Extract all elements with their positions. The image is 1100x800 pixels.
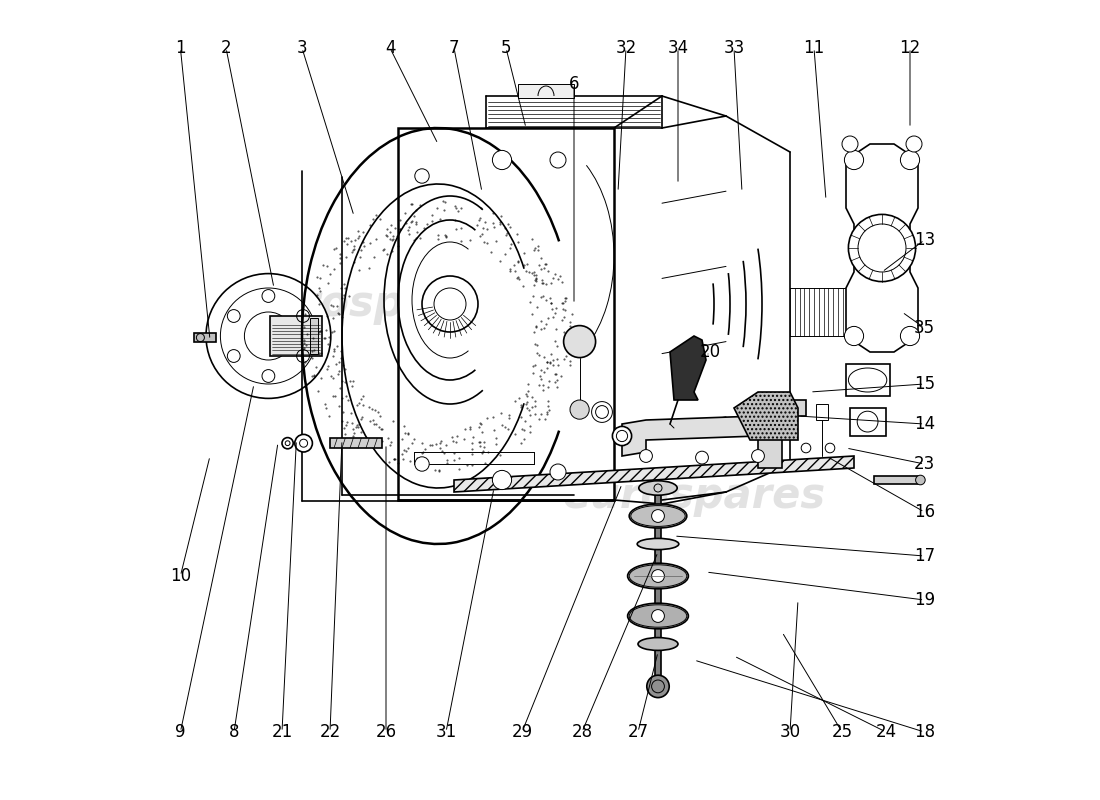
Text: 21: 21 bbox=[272, 723, 293, 741]
Bar bbox=[330, 438, 382, 448]
Circle shape bbox=[493, 470, 512, 490]
Circle shape bbox=[651, 510, 664, 522]
Text: 20: 20 bbox=[700, 343, 720, 361]
Circle shape bbox=[906, 136, 922, 152]
Circle shape bbox=[422, 276, 478, 332]
Bar bbox=[518, 84, 574, 98]
Text: 15: 15 bbox=[914, 375, 935, 393]
Polygon shape bbox=[670, 336, 706, 400]
Text: 14: 14 bbox=[914, 415, 935, 433]
Text: 29: 29 bbox=[512, 723, 532, 741]
Polygon shape bbox=[454, 456, 854, 492]
Circle shape bbox=[842, 136, 858, 152]
Text: 27: 27 bbox=[627, 723, 649, 741]
Circle shape bbox=[613, 426, 631, 446]
Polygon shape bbox=[846, 144, 918, 352]
Text: 30: 30 bbox=[780, 723, 801, 741]
Circle shape bbox=[651, 570, 664, 582]
Text: 6: 6 bbox=[569, 75, 580, 93]
Circle shape bbox=[493, 150, 512, 170]
Circle shape bbox=[901, 326, 920, 346]
Text: 25: 25 bbox=[832, 723, 852, 741]
Ellipse shape bbox=[629, 504, 686, 528]
Ellipse shape bbox=[628, 563, 689, 589]
Text: 28: 28 bbox=[571, 723, 593, 741]
Ellipse shape bbox=[630, 506, 685, 526]
Text: 33: 33 bbox=[724, 39, 745, 57]
Circle shape bbox=[639, 450, 652, 462]
Ellipse shape bbox=[638, 638, 678, 650]
Bar bbox=[270, 316, 322, 356]
Text: 11: 11 bbox=[803, 39, 825, 57]
Text: 10: 10 bbox=[169, 567, 191, 585]
Text: 23: 23 bbox=[914, 455, 935, 473]
Polygon shape bbox=[734, 392, 798, 440]
Circle shape bbox=[695, 451, 708, 464]
Text: eurospares: eurospares bbox=[242, 283, 506, 325]
Circle shape bbox=[845, 326, 864, 346]
Text: 5: 5 bbox=[500, 39, 512, 57]
Text: 34: 34 bbox=[668, 39, 689, 57]
Text: eurospares: eurospares bbox=[562, 475, 826, 517]
Ellipse shape bbox=[637, 538, 679, 550]
Bar bbox=[310, 318, 318, 354]
Text: 16: 16 bbox=[914, 503, 935, 521]
Text: 1: 1 bbox=[175, 39, 186, 57]
Ellipse shape bbox=[629, 605, 686, 627]
Circle shape bbox=[845, 150, 864, 170]
Circle shape bbox=[282, 438, 294, 449]
Text: 19: 19 bbox=[914, 591, 935, 609]
Circle shape bbox=[295, 434, 312, 452]
Circle shape bbox=[801, 443, 811, 453]
Circle shape bbox=[563, 326, 595, 358]
Bar bbox=[654, 484, 661, 684]
Circle shape bbox=[651, 610, 664, 622]
Circle shape bbox=[415, 457, 429, 471]
Bar bbox=[846, 364, 890, 396]
Bar bbox=[874, 476, 918, 484]
Circle shape bbox=[901, 150, 920, 170]
Circle shape bbox=[550, 152, 566, 168]
Circle shape bbox=[415, 169, 429, 183]
Text: 7: 7 bbox=[449, 39, 460, 57]
Text: 35: 35 bbox=[914, 319, 935, 337]
Circle shape bbox=[848, 214, 915, 282]
Text: 26: 26 bbox=[375, 723, 397, 741]
Text: 22: 22 bbox=[319, 723, 341, 741]
Circle shape bbox=[206, 274, 331, 398]
Polygon shape bbox=[758, 400, 806, 468]
Ellipse shape bbox=[629, 565, 686, 587]
Polygon shape bbox=[398, 128, 614, 500]
Text: 8: 8 bbox=[229, 723, 240, 741]
Polygon shape bbox=[621, 416, 774, 456]
Text: 17: 17 bbox=[914, 547, 935, 565]
Circle shape bbox=[592, 402, 613, 422]
Circle shape bbox=[570, 400, 590, 419]
Text: 18: 18 bbox=[914, 723, 935, 741]
Text: 12: 12 bbox=[900, 39, 921, 57]
Text: 31: 31 bbox=[436, 723, 456, 741]
Bar bbox=[194, 333, 217, 342]
Bar bbox=[850, 408, 886, 436]
Circle shape bbox=[915, 475, 925, 485]
Bar bbox=[816, 404, 827, 420]
Ellipse shape bbox=[628, 603, 689, 629]
Text: 3: 3 bbox=[297, 39, 307, 57]
Text: 4: 4 bbox=[385, 39, 395, 57]
Text: 9: 9 bbox=[175, 723, 186, 741]
Text: 32: 32 bbox=[615, 39, 637, 57]
Circle shape bbox=[550, 464, 566, 480]
Circle shape bbox=[647, 675, 669, 698]
Ellipse shape bbox=[639, 481, 678, 495]
Circle shape bbox=[825, 443, 835, 453]
Circle shape bbox=[751, 450, 764, 462]
Text: 13: 13 bbox=[914, 231, 935, 249]
Text: 2: 2 bbox=[221, 39, 231, 57]
Text: 24: 24 bbox=[876, 723, 896, 741]
